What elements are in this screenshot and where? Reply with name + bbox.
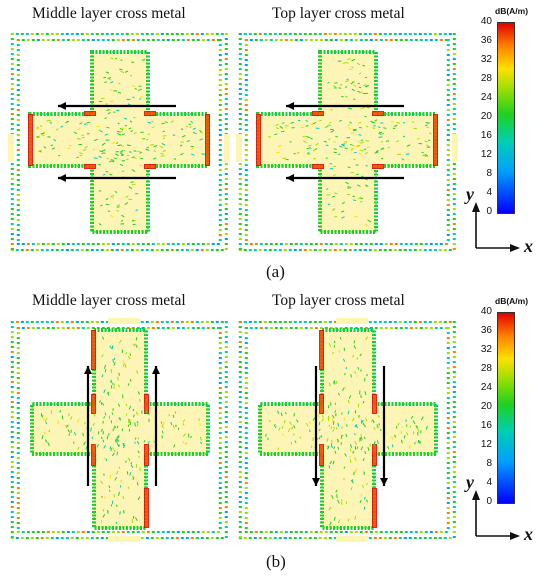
colorbar-tick-label: 20 — [480, 111, 492, 122]
panel-b-right-title: Top layer cross metal — [272, 292, 405, 309]
panel-a-y-axis-label: y — [466, 184, 474, 204]
panel-a-colorbar-unit: dB(A/m) — [495, 6, 529, 16]
panel-b-y-axis-label: y — [466, 472, 474, 492]
colorbar-tick-label: 16 — [480, 420, 492, 431]
colorbar-tick-label: 0 — [486, 496, 492, 507]
colorbar-tick-label: 36 — [480, 325, 492, 336]
panel-b-middle-layer-field — [10, 318, 228, 542]
colorbar-tick-label: 20 — [480, 401, 492, 412]
panel-a-x-axis-label: x — [524, 236, 533, 256]
panel-a-top-layer-field — [236, 33, 458, 251]
colorbar-tick-label: 28 — [480, 363, 492, 374]
colorbar-tick-label: 24 — [480, 92, 492, 103]
panel-b-colorbar-unit: dB(A/m) — [495, 296, 529, 306]
panel-a-caption: (a) — [266, 262, 285, 281]
panel-b-x-axis-label: x — [524, 524, 533, 544]
colorbar-tick-label: 40 — [480, 306, 492, 317]
colorbar-tick-label: 4 — [486, 477, 492, 488]
colorbar-tick-label: 12 — [480, 439, 492, 450]
colorbar-tick-label: 8 — [486, 458, 492, 469]
colorbar-tick-label: 4 — [486, 187, 492, 198]
panel-a-colorbar — [497, 22, 515, 214]
panel-a-right-title: Top layer cross metal — [272, 5, 405, 22]
colorbar-tick-label: 0 — [486, 206, 492, 217]
panel-a-left-title: Middle layer cross metal — [32, 5, 186, 22]
panel-b-axes-icon — [472, 490, 520, 540]
colorbar-tick-label: 32 — [480, 344, 492, 355]
panel-a-axes-icon — [472, 202, 520, 252]
colorbar-tick-label: 28 — [480, 73, 492, 84]
colorbar-tick-label: 24 — [480, 382, 492, 393]
panel-b-top-layer-field — [238, 318, 456, 542]
panel-b-colorbar — [497, 312, 515, 504]
panel-a-middle-layer-field — [8, 33, 230, 251]
colorbar-tick-label: 32 — [480, 54, 492, 65]
panel-b-left-title: Middle layer cross metal — [32, 292, 186, 309]
colorbar-tick-label: 36 — [480, 35, 492, 46]
colorbar-tick-label: 12 — [480, 149, 492, 160]
colorbar-tick-label: 16 — [480, 130, 492, 141]
colorbar-tick-label: 40 — [480, 16, 492, 27]
colorbar-tick-label: 8 — [486, 168, 492, 179]
panel-b-caption: (b) — [266, 552, 286, 571]
